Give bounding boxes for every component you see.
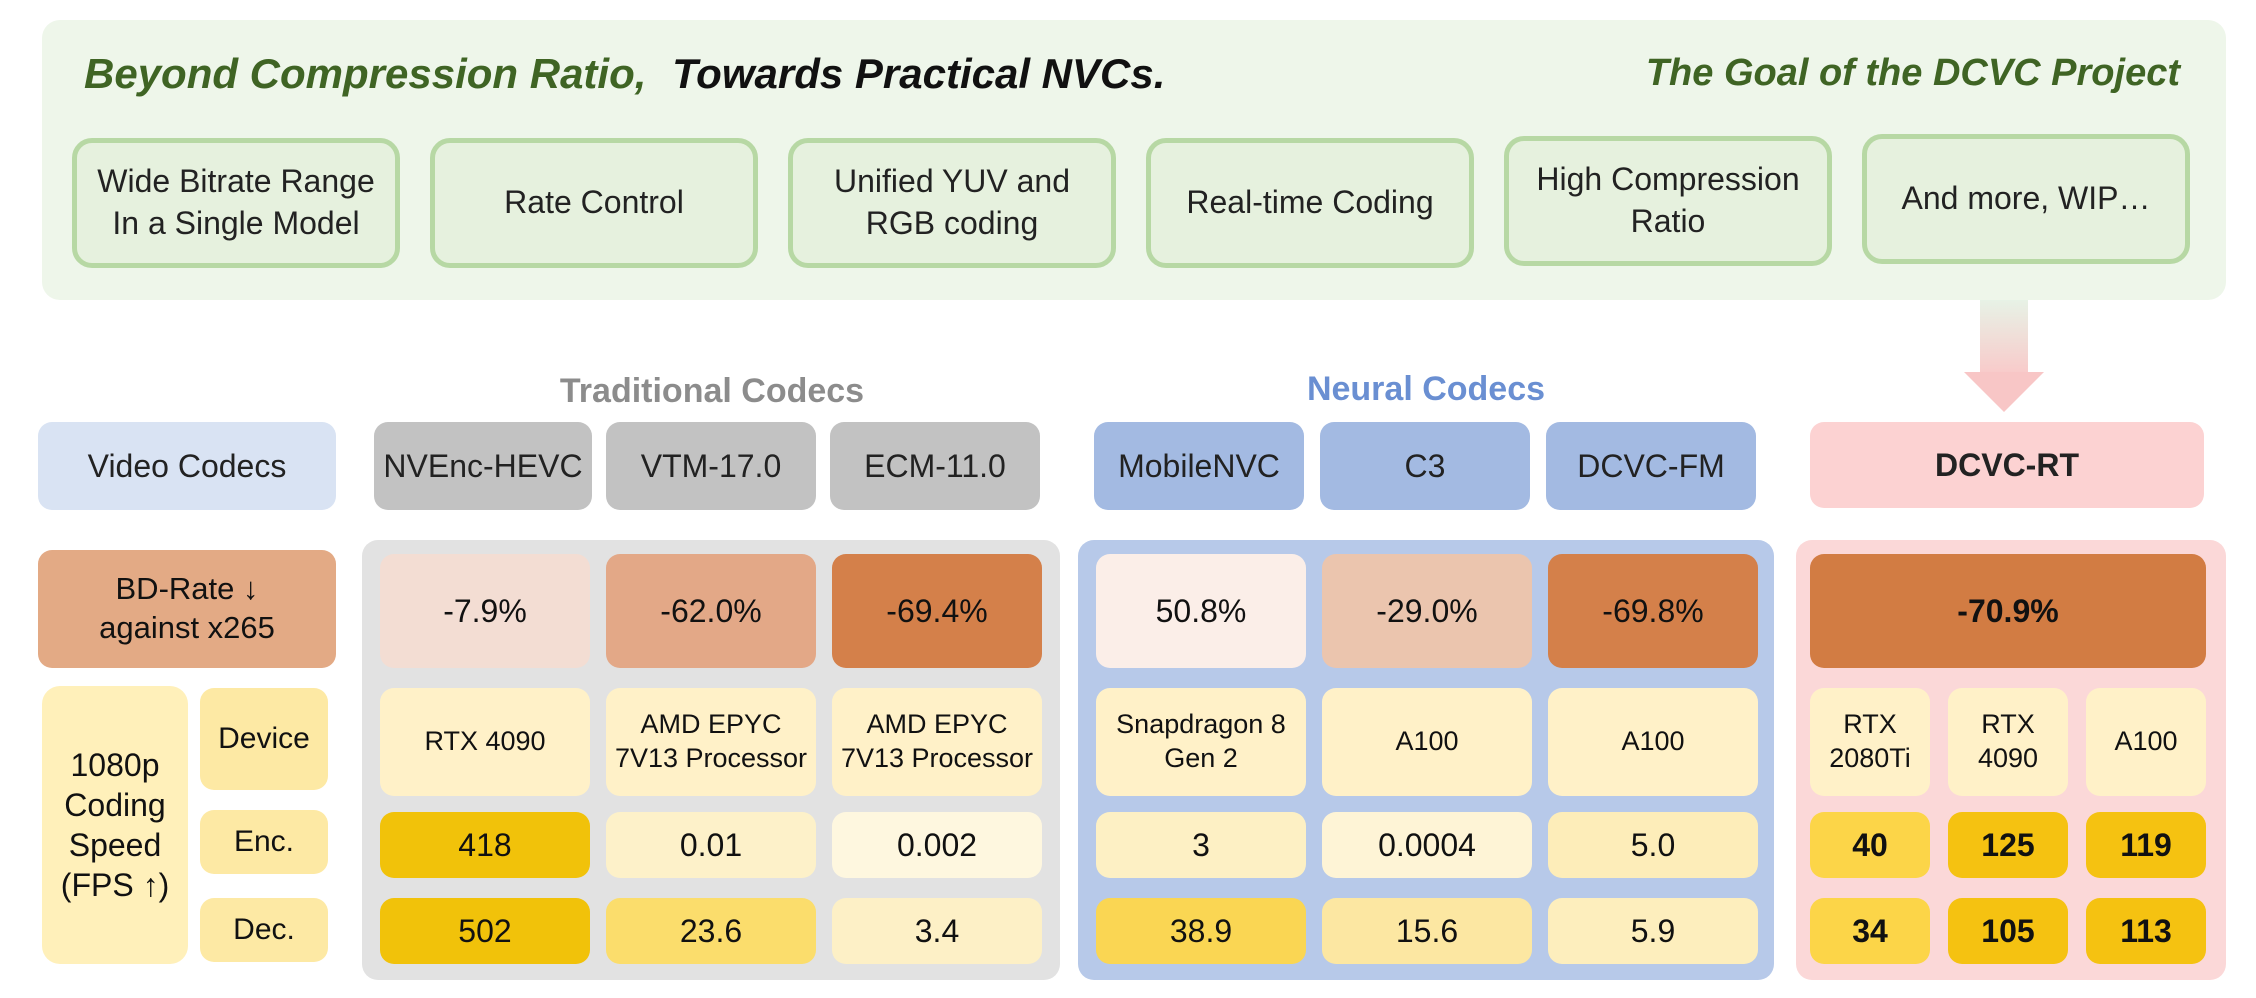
dec-vtm: 23.6 [606,898,816,964]
goal-line: Real-time Coding [1186,184,1434,221]
device-label: Device [200,688,328,790]
bdrate-mobilenvc: 50.8% [1096,554,1306,668]
dec-c3: 15.6 [1322,898,1532,964]
bdrate-c3: -29.0% [1322,554,1532,668]
banner-title: Beyond Compression Ratio, Towards Practi… [84,50,1165,98]
dec-ecm: 3.4 [832,898,1042,964]
dec-dcvc-rt-2080ti: 34 [1810,898,1930,964]
goal-line: Wide Bitrate Range [97,163,375,200]
enc-dcvc-rt-2080ti: 40 [1810,812,1930,878]
bdrate-dcvc-rt: -70.9% [1810,554,2206,668]
goal-line: High Compression [1536,161,1800,198]
goal-rate-control: Rate Control [430,138,758,268]
bd-rate-label-line: against x265 [99,610,275,645]
traditional-codecs-heading: Traditional Codecs [559,372,865,410]
video-codecs-label: Video Codecs [38,422,336,510]
enc-mobilenvc: 3 [1096,812,1306,878]
goal-unified-yuv-rgb: Unified YUV and RGB coding [788,138,1116,268]
goal-wide-bitrate: Wide Bitrate Range In a Single Model [72,138,400,268]
goal-real-time-coding: Real-time Coding [1146,138,1474,268]
codec-ecm: ECM-11.0 [830,422,1040,510]
device-line: Gen 2 [1164,743,1238,773]
speed-label-line: Speed [68,827,162,863]
device-line: 7V13 Processor [614,743,808,773]
device-mobilenvc: Snapdragon 8 Gen 2 [1096,688,1306,796]
arrow-shaft [1980,300,2028,376]
device-line: RTX [1843,709,1897,740]
device-line: Snapdragon 8 [1116,709,1286,740]
speed-label-line: (FPS ↑) [60,867,170,903]
neural-codecs-heading: Neural Codecs [1306,370,1546,408]
banner-title-part1: Beyond Compression Ratio, [84,50,647,97]
speed-label-line: 1080p [70,747,160,783]
device-c3: A100 [1322,688,1532,796]
enc-dcvc-rt-a100: 119 [2086,812,2206,878]
device-line: 7V13 Processor [840,743,1034,773]
enc-vtm: 0.01 [606,812,816,878]
enc-nvenc: 418 [380,812,590,878]
speed-label-line: Coding [64,787,166,823]
goal-and-more: And more, WIP… [1862,134,2190,264]
enc-c3: 0.0004 [1322,812,1532,878]
device-dcvc-fm: A100 [1548,688,1758,796]
device-ecm: AMD EPYC 7V13 Processor [832,688,1042,796]
device-vtm: AMD EPYC 7V13 Processor [606,688,816,796]
coding-speed-label: 1080p Coding Speed (FPS ↑) [42,686,188,964]
dec-label: Dec. [200,898,328,962]
dec-dcvc-rt-4090: 105 [1948,898,2068,964]
dec-dcvc-fm: 5.9 [1548,898,1758,964]
bdrate-nvenc: -7.9% [380,554,590,668]
device-line: AMD EPYC [866,709,1008,740]
banner-subtitle: The Goal of the DCVC Project [1645,52,2180,94]
device-line: 4090 [1977,743,2039,773]
codec-dcvc-fm: DCVC-FM [1546,422,1756,510]
codec-c3: C3 [1320,422,1530,510]
goal-line: Unified YUV and [834,163,1070,200]
device-line: AMD EPYC [640,709,782,740]
codec-nvenc-hevc: NVEnc-HEVC [374,422,592,510]
device-dcvc-rt-a100: A100 [2086,688,2206,796]
goal-line: RGB coding [865,205,1039,241]
device-nvenc: RTX 4090 [380,688,590,796]
goal-line: Ratio [1630,203,1706,239]
bd-rate-label: BD-Rate ↓ against x265 [38,550,336,668]
goal-line: Rate Control [504,184,684,221]
enc-dcvc-rt-4090: 125 [1948,812,2068,878]
bdrate-vtm: -62.0% [606,554,816,668]
device-line: RTX [1981,709,2035,740]
down-arrow-icon [1964,372,2044,412]
goal-line: And more, WIP… [1901,180,2151,217]
codec-dcvc-rt: DCVC-RT [1810,422,2204,508]
dec-dcvc-rt-a100: 113 [2086,898,2206,964]
enc-ecm: 0.002 [832,812,1042,878]
dec-nvenc: 502 [380,898,590,964]
banner-title-part2: Towards Practical NVCs. [672,50,1166,97]
device-line: 2080Ti [1829,743,1911,773]
bd-rate-label-line: BD-Rate ↓ [115,571,259,607]
goal-high-compression: High Compression Ratio [1504,136,1832,266]
bdrate-dcvc-fm: -69.8% [1548,554,1758,668]
codec-mobilenvc: MobileNVC [1094,422,1304,510]
codec-vtm: VTM-17.0 [606,422,816,510]
enc-dcvc-fm: 5.0 [1548,812,1758,878]
dec-mobilenvc: 38.9 [1096,898,1306,964]
device-dcvc-rt-4090: RTX 4090 [1948,688,2068,796]
goal-line: In a Single Model [112,205,360,241]
enc-label: Enc. [200,810,328,874]
device-dcvc-rt-2080ti: RTX 2080Ti [1810,688,1930,796]
bdrate-ecm: -69.4% [832,554,1042,668]
